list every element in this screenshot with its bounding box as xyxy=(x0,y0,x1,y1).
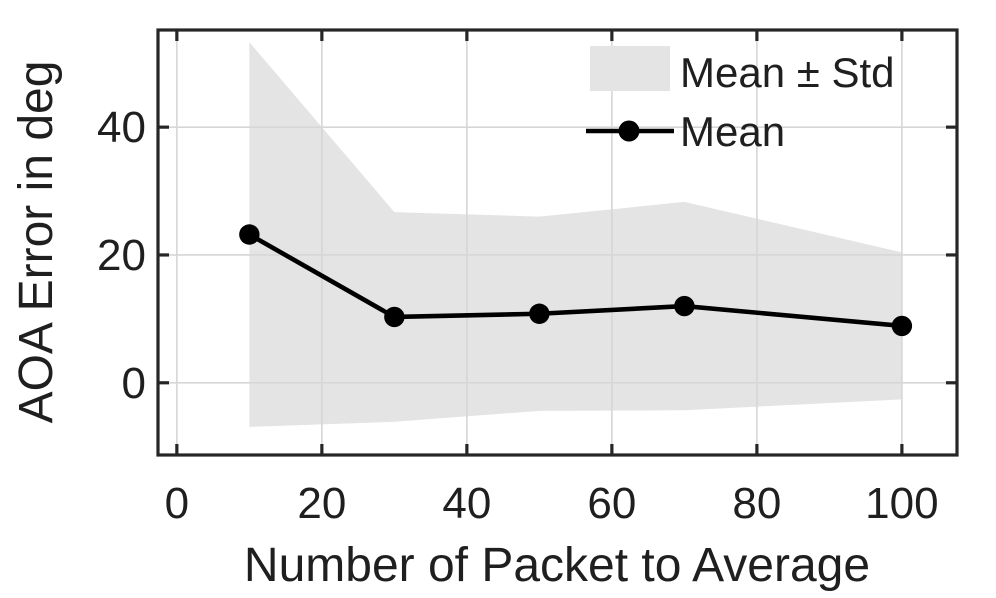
x-tick-label: 0 xyxy=(165,479,189,528)
legend: Mean ± Std Mean xyxy=(586,46,895,155)
y-tick-label: 40 xyxy=(97,103,146,152)
x-tick-label: 20 xyxy=(297,479,346,528)
y-axis-label: AOA Error in deg xyxy=(10,61,63,424)
plot-layer: 0 20 40 60 80 100 0 20 40 xyxy=(97,28,959,528)
legend-label-mean: Mean xyxy=(680,108,785,155)
mean-marker xyxy=(239,224,260,245)
axes-box xyxy=(156,28,959,457)
x-tick-label: 60 xyxy=(587,479,636,528)
x-axis-label: Number of Packet to Average xyxy=(244,539,870,592)
y-tick-label: 20 xyxy=(97,231,146,280)
mean-marker xyxy=(674,295,695,317)
y-tick-label: 0 xyxy=(122,359,146,408)
std-band-area xyxy=(249,42,902,427)
legend-band-swatch xyxy=(590,46,670,91)
mean-marker xyxy=(384,306,405,328)
legend-label-band: Mean ± Std xyxy=(680,49,895,96)
x-tick-label: 80 xyxy=(732,479,781,528)
x-tick-label: 40 xyxy=(442,479,491,528)
x-tick-label: 100 xyxy=(865,479,938,528)
legend-marker-swatch xyxy=(618,120,640,142)
mean-marker xyxy=(891,315,913,337)
mean-marker xyxy=(529,303,550,324)
